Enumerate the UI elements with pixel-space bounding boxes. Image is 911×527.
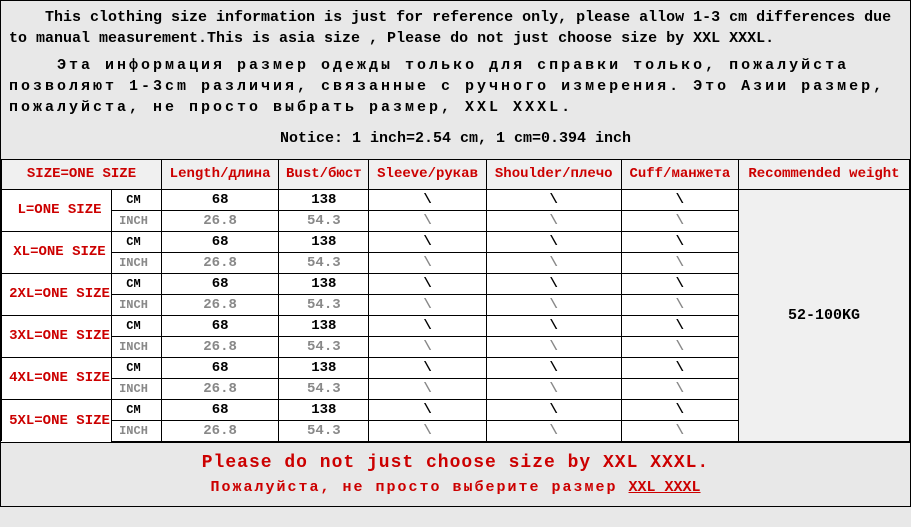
value-cell: 54.3 [279, 252, 369, 273]
value-cell: \ [486, 399, 621, 420]
intro-ru: Эта информация размер одежды только для … [9, 55, 902, 118]
value-cell: \ [486, 420, 621, 441]
value-cell: \ [486, 231, 621, 252]
value-cell: \ [369, 231, 486, 252]
value-cell: 138 [279, 399, 369, 420]
size-chart-container: This clothing size information is just f… [0, 0, 911, 507]
value-cell: 54.3 [279, 336, 369, 357]
value-cell: 68 [162, 357, 279, 378]
value-cell: \ [369, 357, 486, 378]
value-cell: \ [369, 315, 486, 336]
unit-inch: INCH [112, 252, 162, 273]
size-table: SIZE=ONE SIZE Length/длина Bust/бюст Sle… [1, 159, 910, 442]
value-cell: \ [369, 378, 486, 399]
header-bust: Bust/бюст [279, 160, 369, 190]
size-label-cell: L=ONE SIZE [2, 189, 112, 231]
value-cell: \ [621, 420, 738, 441]
value-cell: 26.8 [162, 252, 279, 273]
unit-inch: INCH [112, 294, 162, 315]
value-cell: \ [621, 315, 738, 336]
value-cell: 138 [279, 231, 369, 252]
value-cell: 68 [162, 189, 279, 210]
size-label-cell: 4XL=ONE SIZE [2, 357, 112, 399]
unit-inch: INCH [112, 420, 162, 441]
value-cell: \ [486, 210, 621, 231]
value-cell: \ [486, 336, 621, 357]
value-cell: \ [486, 273, 621, 294]
value-cell: \ [621, 399, 738, 420]
table-row: L=ONE SIZECM68138\\\52-100KG [2, 189, 910, 210]
footer-ru: Пожалуйста, не просто выберите размер XX… [5, 479, 906, 496]
header-recommended: Recommended weight [738, 160, 909, 190]
unit-inch: INCH [112, 378, 162, 399]
value-cell: 138 [279, 189, 369, 210]
value-cell: 26.8 [162, 420, 279, 441]
value-cell: 138 [279, 273, 369, 294]
value-cell: \ [369, 210, 486, 231]
header-length: Length/длина [162, 160, 279, 190]
unit-cm: CM [112, 399, 162, 420]
value-cell: 26.8 [162, 210, 279, 231]
value-cell: 26.8 [162, 294, 279, 315]
value-cell: \ [621, 252, 738, 273]
header-cuff: Cuff/манжета [621, 160, 738, 190]
value-cell: 138 [279, 357, 369, 378]
unit-cm: CM [112, 231, 162, 252]
size-label-cell: 5XL=ONE SIZE [2, 399, 112, 441]
value-cell: \ [621, 273, 738, 294]
value-cell: 68 [162, 399, 279, 420]
value-cell: 68 [162, 231, 279, 252]
value-cell: \ [486, 378, 621, 399]
unit-cm: CM [112, 273, 162, 294]
recommended-weight-cell: 52-100KG [738, 189, 909, 441]
footer-block: Please do not just choose size by XXL XX… [1, 442, 910, 506]
value-cell: 138 [279, 315, 369, 336]
value-cell: \ [621, 294, 738, 315]
value-cell: \ [621, 336, 738, 357]
value-cell: 54.3 [279, 294, 369, 315]
value-cell: \ [369, 252, 486, 273]
notice-text: Notice: 1 inch=2.54 cm, 1 cm=0.394 inch [9, 124, 902, 153]
table-header-row: SIZE=ONE SIZE Length/длина Bust/бюст Sle… [2, 160, 910, 190]
size-label-cell: XL=ONE SIZE [2, 231, 112, 273]
header-shoulder: Shoulder/плечо [486, 160, 621, 190]
value-cell: \ [486, 357, 621, 378]
value-cell: \ [369, 420, 486, 441]
unit-inch: INCH [112, 210, 162, 231]
intro-en: This clothing size information is just f… [9, 7, 902, 49]
header-size: SIZE=ONE SIZE [2, 160, 162, 190]
value-cell: 54.3 [279, 210, 369, 231]
value-cell: \ [621, 378, 738, 399]
value-cell: \ [369, 399, 486, 420]
value-cell: 54.3 [279, 378, 369, 399]
value-cell: \ [369, 189, 486, 210]
value-cell: \ [369, 336, 486, 357]
value-cell: 26.8 [162, 336, 279, 357]
value-cell: \ [621, 231, 738, 252]
unit-cm: CM [112, 357, 162, 378]
value-cell: \ [486, 315, 621, 336]
header-sleeve: Sleeve/рукав [369, 160, 486, 190]
value-cell: \ [621, 189, 738, 210]
value-cell: \ [621, 210, 738, 231]
value-cell: \ [486, 252, 621, 273]
value-cell: \ [486, 294, 621, 315]
value-cell: 68 [162, 315, 279, 336]
unit-cm: CM [112, 189, 162, 210]
value-cell: 68 [162, 273, 279, 294]
value-cell: \ [621, 357, 738, 378]
intro-block: This clothing size information is just f… [1, 1, 910, 159]
value-cell: \ [369, 294, 486, 315]
unit-inch: INCH [112, 336, 162, 357]
footer-en: Please do not just choose size by XXL XX… [5, 453, 906, 473]
value-cell: 54.3 [279, 420, 369, 441]
value-cell: \ [369, 273, 486, 294]
size-label-cell: 3XL=ONE SIZE [2, 315, 112, 357]
value-cell: \ [486, 189, 621, 210]
unit-cm: CM [112, 315, 162, 336]
value-cell: 26.8 [162, 378, 279, 399]
size-label-cell: 2XL=ONE SIZE [2, 273, 112, 315]
